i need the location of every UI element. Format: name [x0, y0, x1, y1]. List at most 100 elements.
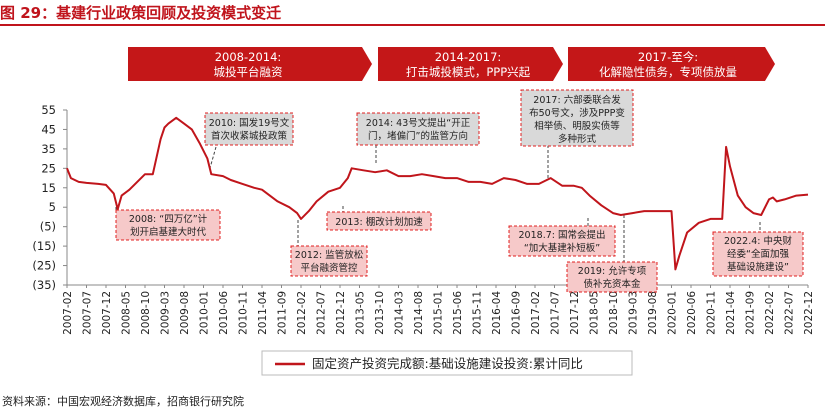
line-chart: 2008-2014: 城投平台融资 2014-2017: 打击城投模式，PPP兴… — [32, 47, 815, 376]
annotation-text: 2017: 六部委联合发 — [533, 94, 621, 106]
y-tick-label: (25) — [32, 259, 56, 273]
annotation-2013: 2013: 棚改计划加速 — [326, 211, 432, 231]
x-tick-label: 2016-09 — [511, 291, 523, 335]
x-tick-label: 2017-02 — [530, 291, 542, 335]
y-tick-label: 15 — [41, 181, 56, 195]
x-tick-label: 2019-03 — [628, 291, 640, 335]
x-tick-label: 2017-12 — [569, 291, 581, 335]
annotation-text: 划开启基建大时代 — [130, 226, 207, 238]
x-tick-label: 2007-02 — [62, 291, 74, 335]
annotation-box — [356, 112, 480, 146]
annotation-text: 布50号文，涉及PPP变 — [529, 107, 625, 119]
x-tick-label: 2009-03 — [160, 291, 172, 335]
annotation-box — [520, 89, 634, 147]
banner-period: 2014-2017: — [435, 50, 502, 64]
series-line-infrastructure-investment — [66, 116, 809, 271]
annotation-2017: 2017: 六部委联合发 布50号文，涉及PPP变 相举债、明股实债等 多种形式 — [520, 89, 634, 147]
legend-frame — [261, 350, 633, 376]
banner-period: 2017-至今: — [638, 50, 698, 64]
y-tick-label: 45 — [41, 122, 56, 136]
annotation-text: 平台融资管控 — [300, 262, 358, 274]
annotation-text: 2010: 国发19号文 — [209, 117, 290, 129]
x-tick-label: 2018-10 — [608, 291, 620, 335]
annotation-2014: 2014: 43号文提出“开正 门，堵偏门”的监管方向 — [356, 112, 480, 146]
x-tick-label: 2010-11 — [238, 291, 250, 335]
y-tick-label: 5 — [49, 200, 56, 214]
banner-arrow — [568, 47, 775, 81]
x-tick-label: 2010-01 — [199, 291, 211, 335]
annotation-text: 门，堵偏门”的监管方向 — [368, 130, 468, 142]
annotation-box — [204, 112, 294, 146]
x-tick-label: 2015-06 — [452, 291, 464, 335]
annotation-2019: 2019: 允许专项 债补充资本金 — [566, 261, 658, 293]
x-tick-label: 2014-08 — [413, 291, 425, 335]
y-ticks: 55 45 35 25 15 5 (5) (15) (25) (35) — [32, 103, 67, 292]
connector-2010 — [209, 146, 217, 169]
page-title: 图 29：基建行业政策回顾及投资模式变迁 — [0, 4, 282, 22]
x-tick-label: 2022-07 — [784, 291, 796, 335]
x-tick-label: 2008-05 — [121, 291, 133, 335]
y-tick-label: 25 — [41, 161, 56, 175]
x-tick-label: 2021-04 — [725, 291, 737, 335]
annotation-text: 相举债、明股实债等 — [534, 120, 620, 132]
x-tick-label: 2017-07 — [550, 291, 562, 335]
x-tick-label: 2012-07 — [316, 291, 328, 335]
banner-desc: 城投平台融资 — [214, 65, 283, 79]
x-tick-label: 2022-02 — [764, 291, 776, 335]
x-tick-label: 2014-03 — [394, 291, 406, 335]
annotation-text: 2019: 允许专项 — [578, 265, 647, 277]
x-tick-label: 2010-06 — [218, 291, 230, 335]
x-tick-label: 2015-01 — [433, 291, 445, 335]
x-tick-label: 2007-12 — [101, 291, 113, 335]
banner-arrow — [378, 47, 563, 81]
annotation-2012: 2012: 监管放松 平台融资管控 — [290, 245, 368, 277]
y-tick-label: 55 — [41, 103, 56, 117]
banner-desc: 化解隐性债务，专项债放量 — [599, 65, 737, 79]
x-tick-label: 2013-10 — [374, 291, 386, 335]
x-tick-label: 2008-10 — [140, 291, 152, 335]
annotation-box — [290, 245, 368, 277]
y-tick-label: (5) — [40, 220, 56, 234]
title-divider — [0, 24, 825, 26]
x-tick-label: 2015-11 — [472, 291, 484, 335]
x-tick-label: 2009-08 — [179, 291, 191, 335]
annotation-2010: 2010: 国发19号文 首次收紧城投政策 — [204, 112, 294, 146]
x-tick-label: 2013-05 — [355, 291, 367, 335]
annotation-2018: 2018.7: 国常会提出 “加大基建补短板” — [508, 225, 616, 257]
annotation-text: 2018.7: 国常会提出 — [519, 229, 606, 241]
annotation-text: 首次收紧城投政策 — [211, 130, 288, 142]
annotation-box — [115, 209, 221, 241]
x-tick-label: 2020-01 — [667, 291, 679, 335]
banner-2008-2014: 2008-2014: 城投平台融资 — [128, 47, 372, 81]
banner-2014-2017: 2014-2017: 打击城投模式，PPP兴起 — [378, 47, 563, 81]
x-tick-label: 2011-04 — [257, 291, 269, 335]
y-tick-label: 35 — [41, 142, 56, 156]
x-tick-label: 2020-11 — [706, 291, 718, 335]
x-tick-label: 2020-06 — [686, 291, 698, 335]
annotation-box — [326, 211, 432, 231]
annotation-box — [566, 261, 658, 293]
banner-arrow — [128, 47, 372, 81]
x-tick-label: 2021-09 — [745, 291, 757, 335]
x-tick-label: 2016-04 — [491, 291, 503, 335]
x-tick-label: 2007-07 — [82, 291, 94, 335]
annotation-text: “加大基建补短板” — [524, 242, 600, 254]
annotation-text: 基础设施建设” — [727, 261, 789, 273]
banner-desc: 打击城投模式，PPP兴起 — [406, 65, 531, 79]
x-tick-label: 2022-12 — [803, 291, 815, 335]
annotation-text: 债补充资本金 — [583, 278, 641, 290]
x-tick-label: 2012-12 — [335, 291, 347, 335]
y-tick-label: (35) — [32, 278, 56, 292]
annotation-text: 经委“全面加强 — [727, 248, 789, 260]
y-tick-label: (15) — [32, 239, 56, 253]
source-note: 资料来源：中国宏观经济数据库，招商银行研究院 — [2, 395, 244, 408]
annotation-text: 2013: 棚改计划加速 — [335, 216, 423, 228]
annotation-box — [508, 225, 616, 257]
banner-period: 2008-2014: — [215, 50, 282, 64]
annotation-text: 2022.4: 中央财 — [724, 235, 792, 247]
x-ticks: 2007-02 2007-07 2007-12 2008-05 2008-10 2009-… — [62, 285, 815, 335]
x-tick-label: 2011-09 — [277, 291, 289, 335]
annotation-2022: 2022.4: 中央财 经委“全面加强 基础设施建设” — [712, 231, 804, 277]
x-tick-label: 2018-05 — [589, 291, 601, 335]
x-tick-label: 2012-02 — [296, 291, 308, 335]
